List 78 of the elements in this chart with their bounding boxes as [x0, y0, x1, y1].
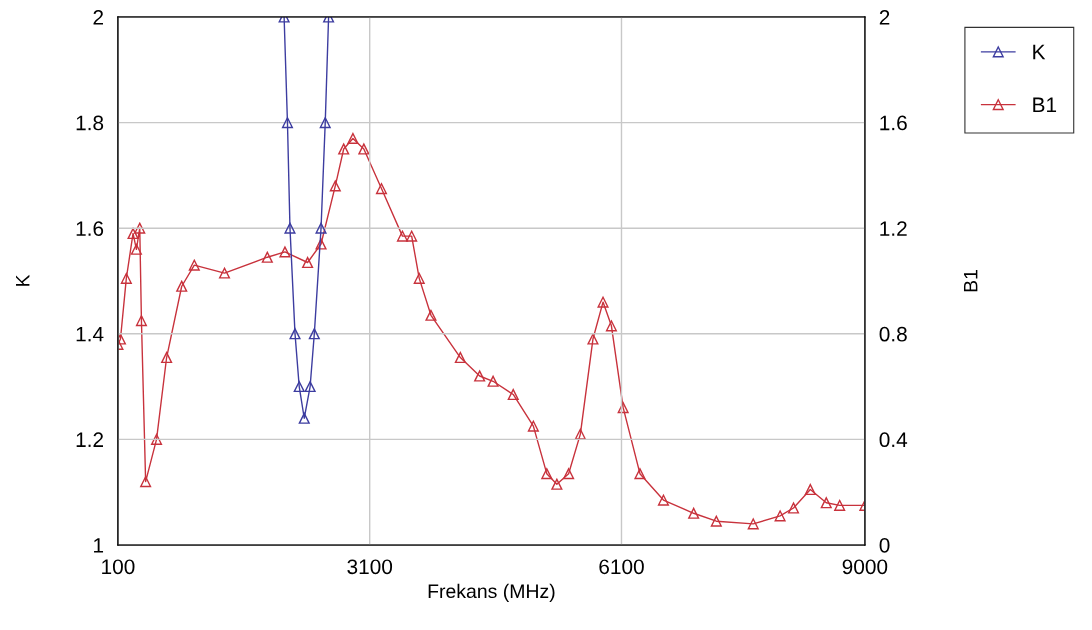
point	[787, 502, 800, 514]
point	[804, 483, 816, 496]
point	[551, 478, 563, 490]
point	[289, 328, 301, 340]
point	[688, 507, 700, 519]
point	[161, 351, 173, 364]
point	[150, 433, 163, 445]
point	[315, 222, 327, 234]
point	[140, 476, 152, 488]
point	[425, 309, 437, 321]
legend-label: K	[1033, 44, 1046, 60]
point	[774, 510, 786, 522]
point	[454, 351, 466, 364]
point	[657, 494, 670, 506]
point	[293, 381, 305, 393]
point	[281, 117, 294, 129]
point	[375, 183, 388, 195]
point	[474, 370, 486, 382]
x-tick-label: 3100	[347, 559, 393, 575]
y-axis-title: K	[16, 274, 30, 286]
point	[541, 468, 553, 480]
point	[406, 230, 418, 242]
y-tick-label: 1.6	[76, 221, 104, 236]
point	[117, 333, 127, 345]
x-tick-label: 100	[102, 559, 135, 575]
y2-tick-label: 0.8	[879, 326, 907, 342]
point	[130, 243, 142, 255]
point	[329, 180, 341, 192]
x-axis-title: Frekans (MHz)	[428, 583, 555, 602]
point	[820, 497, 832, 509]
x-tick-label: 9000	[842, 559, 888, 575]
point	[120, 272, 132, 284]
point	[605, 320, 617, 332]
point	[587, 333, 599, 345]
point	[413, 272, 425, 284]
y2-tick-label: 0	[879, 537, 890, 553]
y2-tick-label: 0.4	[879, 432, 908, 448]
point	[135, 315, 147, 327]
point	[298, 412, 310, 424]
point	[315, 238, 327, 250]
x-tick-label: 6100	[599, 559, 644, 575]
point	[284, 222, 296, 234]
point	[710, 515, 722, 527]
y-tick-label: 2	[93, 10, 103, 25]
point	[574, 428, 586, 440]
point	[134, 222, 146, 234]
point	[487, 375, 499, 387]
point	[527, 420, 539, 432]
point	[634, 468, 646, 480]
point	[261, 251, 273, 263]
y2-tick-label: 1.6	[880, 115, 907, 131]
y-tick-label: 1	[94, 538, 104, 553]
y-tick-label: 1.4	[76, 326, 104, 342]
y-tick-label: 1.2	[76, 432, 103, 447]
point	[597, 296, 609, 308]
point	[188, 259, 200, 271]
point	[834, 499, 846, 511]
point	[218, 267, 231, 279]
legend-label: B1	[1033, 97, 1057, 112]
point	[347, 132, 359, 144]
point	[176, 280, 188, 292]
point	[563, 468, 575, 480]
point	[396, 230, 408, 242]
point	[617, 402, 629, 414]
point	[304, 381, 316, 393]
y2-tick-label: 2	[879, 10, 890, 25]
point	[308, 328, 320, 340]
point	[319, 117, 331, 129]
point	[747, 518, 759, 530]
point	[358, 143, 370, 155]
y2-tick-label: 1.2	[880, 221, 907, 236]
y2-axis-title: B1	[963, 270, 978, 292]
point	[338, 143, 350, 155]
point	[279, 246, 291, 258]
y-tick-label: 1.8	[76, 115, 104, 131]
point	[302, 256, 314, 269]
point	[507, 388, 519, 401]
point	[127, 227, 139, 240]
